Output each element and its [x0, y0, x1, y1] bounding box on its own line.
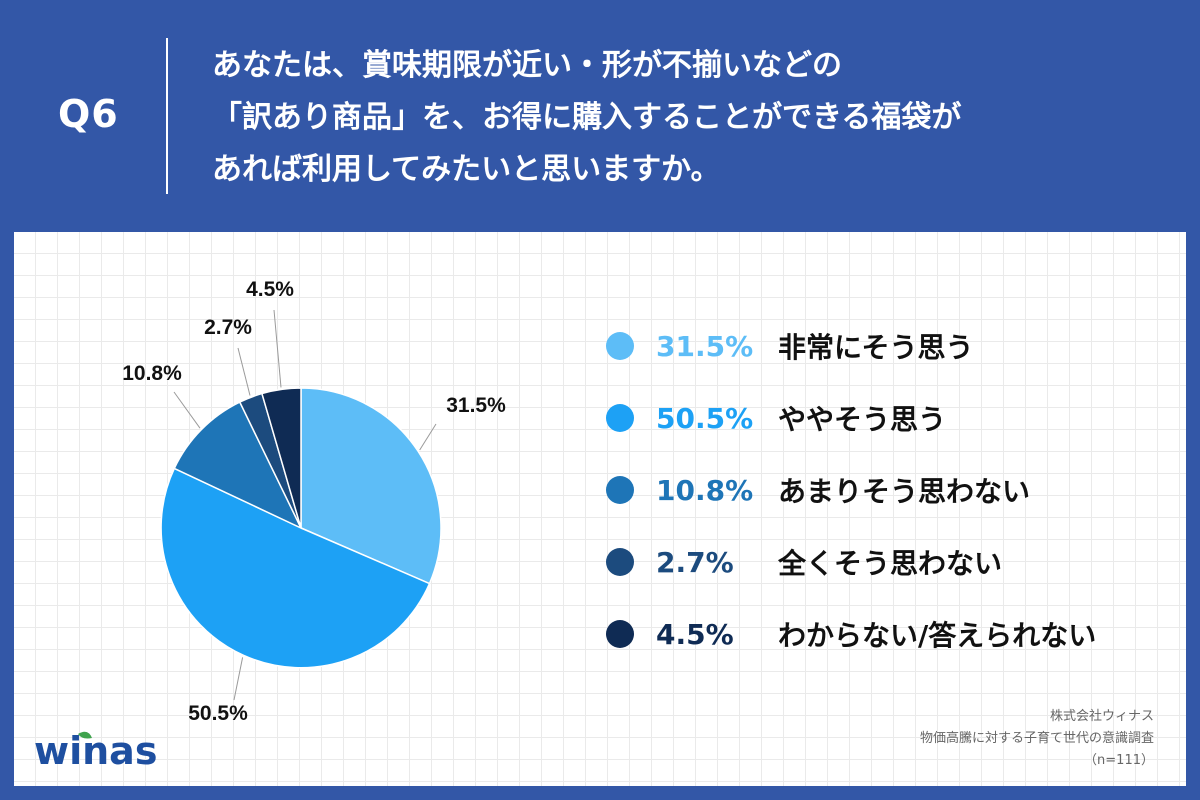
slice-data-label: 50.5%: [188, 702, 248, 725]
legend-item: 31.5% 非常にそう思う: [606, 326, 973, 366]
legend-item: 2.7% 全くそう思わない: [606, 542, 1002, 582]
slice-data-label: 4.5%: [246, 278, 294, 301]
legend-percent: 2.7%: [656, 545, 734, 579]
question-header: Q6 あなたは、賞味期限が近い・形が不揃いなどの 「訳あり商品」を、お得に購入す…: [0, 0, 1200, 232]
leader-line: [173, 391, 201, 429]
legend-percent: 31.5%: [656, 329, 754, 363]
question-line: あなたは、賞味期限が近い・形が不揃いなどの: [212, 48, 842, 83]
legend-label: 全くそう思わない: [778, 547, 1003, 580]
question-line: あれば利用してみたいと思いますか。: [212, 152, 721, 187]
source-company: 株式会社ウィナス: [1049, 709, 1154, 724]
legend-swatch: [606, 620, 634, 648]
slice-data-label: 31.5%: [446, 394, 506, 417]
leader-line: [273, 309, 282, 388]
pie-slice: [261, 387, 302, 529]
pie-slice: [300, 387, 442, 585]
leader-line: [237, 347, 251, 396]
question-text: あなたは、賞味期限が近い・形が不揃いなどの 「訳あり商品」を、お得に購入すること…: [212, 40, 1172, 196]
legend-swatch: [606, 404, 634, 432]
legend-label: あまりそう思わない: [778, 475, 1031, 508]
legend-percent: 10.8%: [656, 473, 754, 507]
legend-percent: 50.5%: [656, 401, 754, 435]
pie-slice: [173, 401, 303, 530]
leaf-icon: [78, 731, 92, 739]
logo-text: winas: [34, 729, 157, 772]
question-line: 「訳あり商品」を、お得に購入することができる福袋が: [212, 100, 962, 135]
slice-data-label: 2.7%: [204, 316, 252, 339]
legend-item: 4.5% わからない/答えられない: [606, 614, 1096, 654]
winas-logo: winas: [34, 729, 157, 772]
legend-swatch: [606, 548, 634, 576]
legend-label: 非常にそう思う: [778, 331, 974, 364]
leader-line: [419, 423, 437, 451]
question-number: Q6: [58, 92, 119, 136]
legend-swatch: [606, 476, 634, 504]
source-survey: 物価高騰に対する子育て世代の意識調査: [919, 731, 1154, 746]
leader-line: [233, 657, 244, 701]
pie-slice: [160, 467, 431, 669]
legend-label: わからない/答えられない: [778, 619, 1097, 652]
legend-item: 50.5% ややそう思う: [606, 398, 946, 438]
header-divider: [166, 38, 168, 194]
source-note: 株式会社ウィナス 物価高騰に対する子育て世代の意識調査 （n=111）: [920, 706, 1154, 772]
legend-swatch: [606, 332, 634, 360]
legend-item: 10.8% あまりそう思わない: [606, 470, 1030, 510]
legend-label: ややそう思う: [778, 403, 947, 436]
slice-data-label: 10.8%: [122, 362, 182, 385]
legend-percent: 4.5%: [656, 617, 734, 651]
source-sample-size: （n=111）: [1084, 753, 1154, 768]
